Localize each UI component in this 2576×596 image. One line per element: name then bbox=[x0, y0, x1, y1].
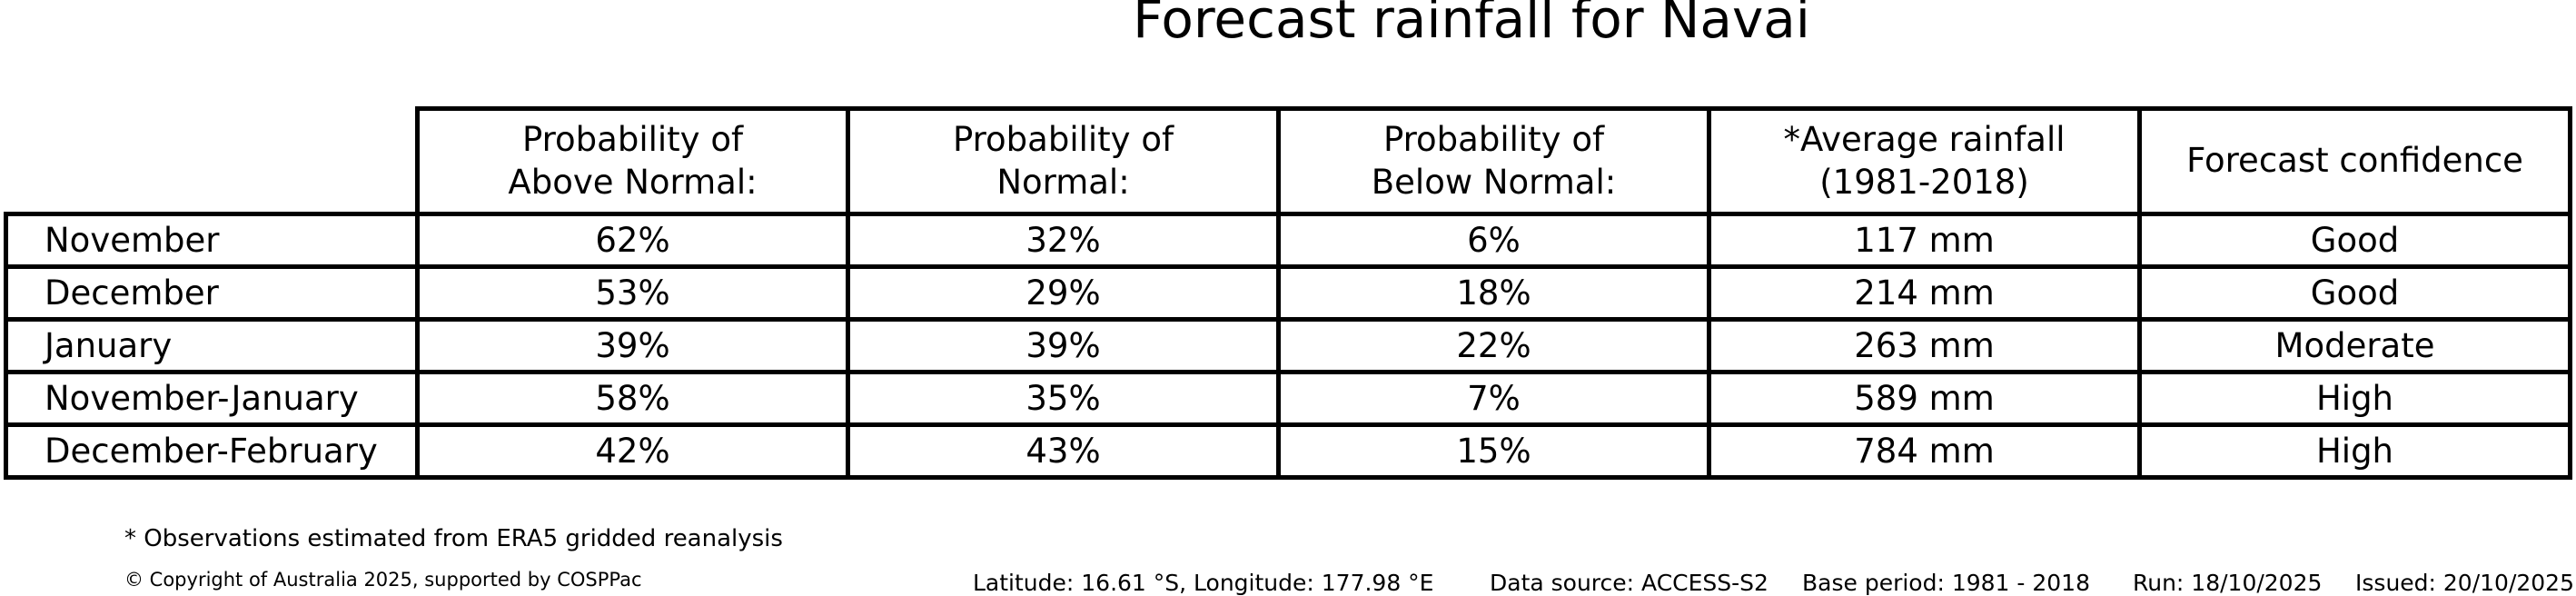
cell-forecast-confidence: Moderate bbox=[2137, 317, 2572, 374]
row-label: November-January bbox=[4, 370, 420, 427]
cell-above-normal: 39% bbox=[415, 317, 850, 374]
cell-normal: 39% bbox=[846, 317, 1281, 374]
cell-average-rainfall: 263 mm bbox=[1707, 317, 2142, 374]
cell-average-rainfall: 784 mm bbox=[1707, 422, 2142, 480]
col-header-below-normal: Probability of Below Normal: bbox=[1276, 106, 1711, 216]
cell-normal: 35% bbox=[846, 370, 1281, 427]
row-label: November bbox=[4, 212, 420, 269]
cell-below-normal: 22% bbox=[1276, 317, 1711, 374]
corner-cell bbox=[6, 109, 418, 214]
header-row: Probability of Above Normal: Probability… bbox=[6, 106, 2572, 216]
cell-forecast-confidence: High bbox=[2137, 370, 2572, 427]
cell-forecast-confidence: Good bbox=[2137, 264, 2572, 322]
table-row: December-February 42% 43% 15% 784 mm Hig… bbox=[4, 422, 2572, 480]
observations-footnote: * Observations estimated from ERA5 gridd… bbox=[124, 525, 783, 552]
cell-above-normal: 42% bbox=[415, 422, 850, 480]
run-date-label: Run: 18/10/2025 bbox=[2133, 570, 2323, 596]
location-coordinates: Latitude: 16.61 °S, Longitude: 177.98 °E bbox=[973, 570, 1434, 596]
col-header-normal: Probability of Normal: bbox=[846, 106, 1281, 216]
table-row: December 53% 29% 18% 214 mm Good bbox=[4, 264, 2572, 322]
table-row: November-January 58% 35% 7% 589 mm High bbox=[4, 370, 2572, 427]
col-header-above-normal: Probability of Above Normal: bbox=[415, 106, 850, 216]
cell-below-normal: 18% bbox=[1276, 264, 1711, 322]
data-source-label: Data source: ACCESS-S2 bbox=[1490, 570, 1769, 596]
col-header-forecast-confidence: Forecast confidence bbox=[2137, 106, 2572, 216]
row-label: December-February bbox=[4, 422, 420, 480]
base-period-label: Base period: 1981 - 2018 bbox=[1802, 570, 2090, 596]
page-title: Forecast rainfall for Navai bbox=[1133, 0, 1810, 50]
row-label: December bbox=[4, 264, 420, 322]
table-row: November 62% 32% 6% 117 mm Good bbox=[4, 212, 2572, 269]
cell-forecast-confidence: High bbox=[2137, 422, 2572, 480]
cell-forecast-confidence: Good bbox=[2137, 212, 2572, 269]
table-row: January 39% 39% 22% 263 mm Moderate bbox=[4, 317, 2572, 374]
cell-normal: 32% bbox=[846, 212, 1281, 269]
issued-date-label: Issued: 20/10/2025 bbox=[2355, 570, 2574, 596]
col-header-average-rainfall: *Average rainfall (1981-2018) bbox=[1707, 106, 2142, 216]
cell-average-rainfall: 589 mm bbox=[1707, 370, 2142, 427]
cell-normal: 43% bbox=[846, 422, 1281, 480]
cell-average-rainfall: 117 mm bbox=[1707, 212, 2142, 269]
cell-above-normal: 58% bbox=[415, 370, 850, 427]
cell-below-normal: 6% bbox=[1276, 212, 1711, 269]
forecast-table: Probability of Above Normal: Probability… bbox=[4, 106, 2572, 480]
cell-above-normal: 62% bbox=[415, 212, 850, 269]
cell-average-rainfall: 214 mm bbox=[1707, 264, 2142, 322]
row-label: January bbox=[4, 317, 420, 374]
cell-below-normal: 7% bbox=[1276, 370, 1711, 427]
metadata-bar: Latitude: 16.61 °S, Longitude: 177.98 °E… bbox=[0, 570, 2576, 596]
copyright-notice: © Copyright of Australia 2025, supported… bbox=[124, 569, 642, 591]
cell-normal: 29% bbox=[846, 264, 1281, 322]
cell-below-normal: 15% bbox=[1276, 422, 1711, 480]
cell-above-normal: 53% bbox=[415, 264, 850, 322]
